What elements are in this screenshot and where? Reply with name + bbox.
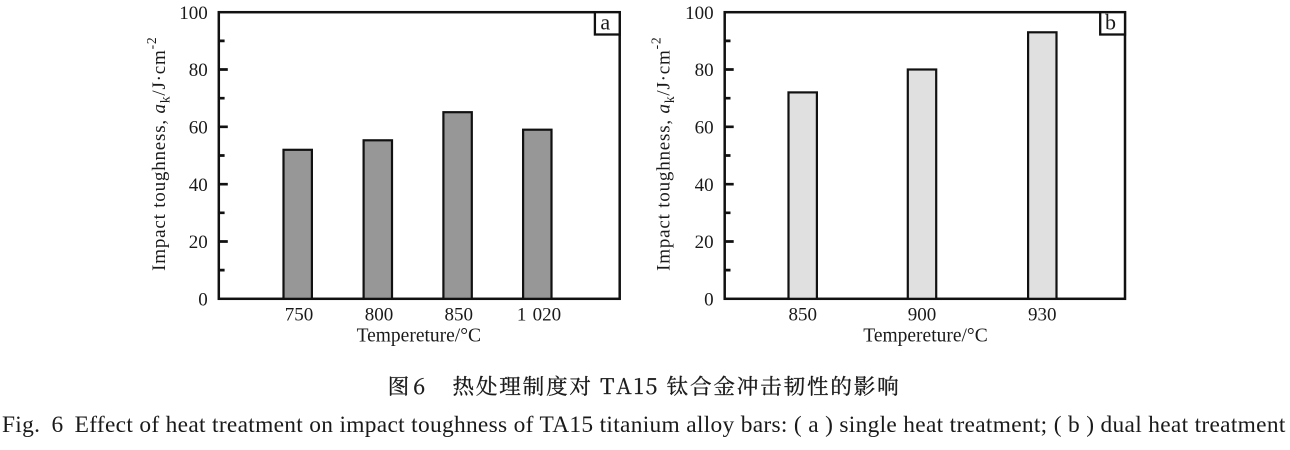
svg-text:Impact toughness, ak/J·cm-2: Impact toughness, ak/J·cm-2 xyxy=(144,37,173,271)
svg-text:930: 930 xyxy=(1028,305,1057,326)
svg-text:850: 850 xyxy=(444,305,473,326)
svg-text:b: b xyxy=(1105,9,1116,34)
svg-text:40: 40 xyxy=(189,175,208,196)
svg-text:Tempereture/°C: Tempereture/°C xyxy=(357,326,481,347)
svg-text:900: 900 xyxy=(908,305,937,326)
svg-text:0: 0 xyxy=(704,289,714,310)
svg-text:100: 100 xyxy=(179,3,208,24)
svg-text:a: a xyxy=(600,9,610,34)
svg-text:60: 60 xyxy=(695,117,714,138)
svg-text:20: 20 xyxy=(695,232,714,253)
svg-text:750: 750 xyxy=(285,305,314,326)
svg-text:0: 0 xyxy=(198,289,208,310)
svg-text:60: 60 xyxy=(189,117,208,138)
svg-text:1 020: 1 020 xyxy=(517,305,561,326)
svg-text:Tempereture/°C: Tempereture/°C xyxy=(863,326,987,347)
svg-text:40: 40 xyxy=(695,175,714,196)
svg-text:800: 800 xyxy=(365,305,394,326)
svg-text:100: 100 xyxy=(685,3,714,24)
svg-text:Impact toughness, ak/J·cm-2: Impact toughness, ak/J·cm-2 xyxy=(649,37,678,271)
svg-text:80: 80 xyxy=(189,60,208,81)
svg-text:80: 80 xyxy=(695,60,714,81)
svg-text:850: 850 xyxy=(788,305,817,326)
svg-text:Fig. 6 Effect of heat treatm: Fig. 6 Effect of heat treatment on impac… xyxy=(2,412,1286,438)
svg-text:20: 20 xyxy=(189,232,208,253)
